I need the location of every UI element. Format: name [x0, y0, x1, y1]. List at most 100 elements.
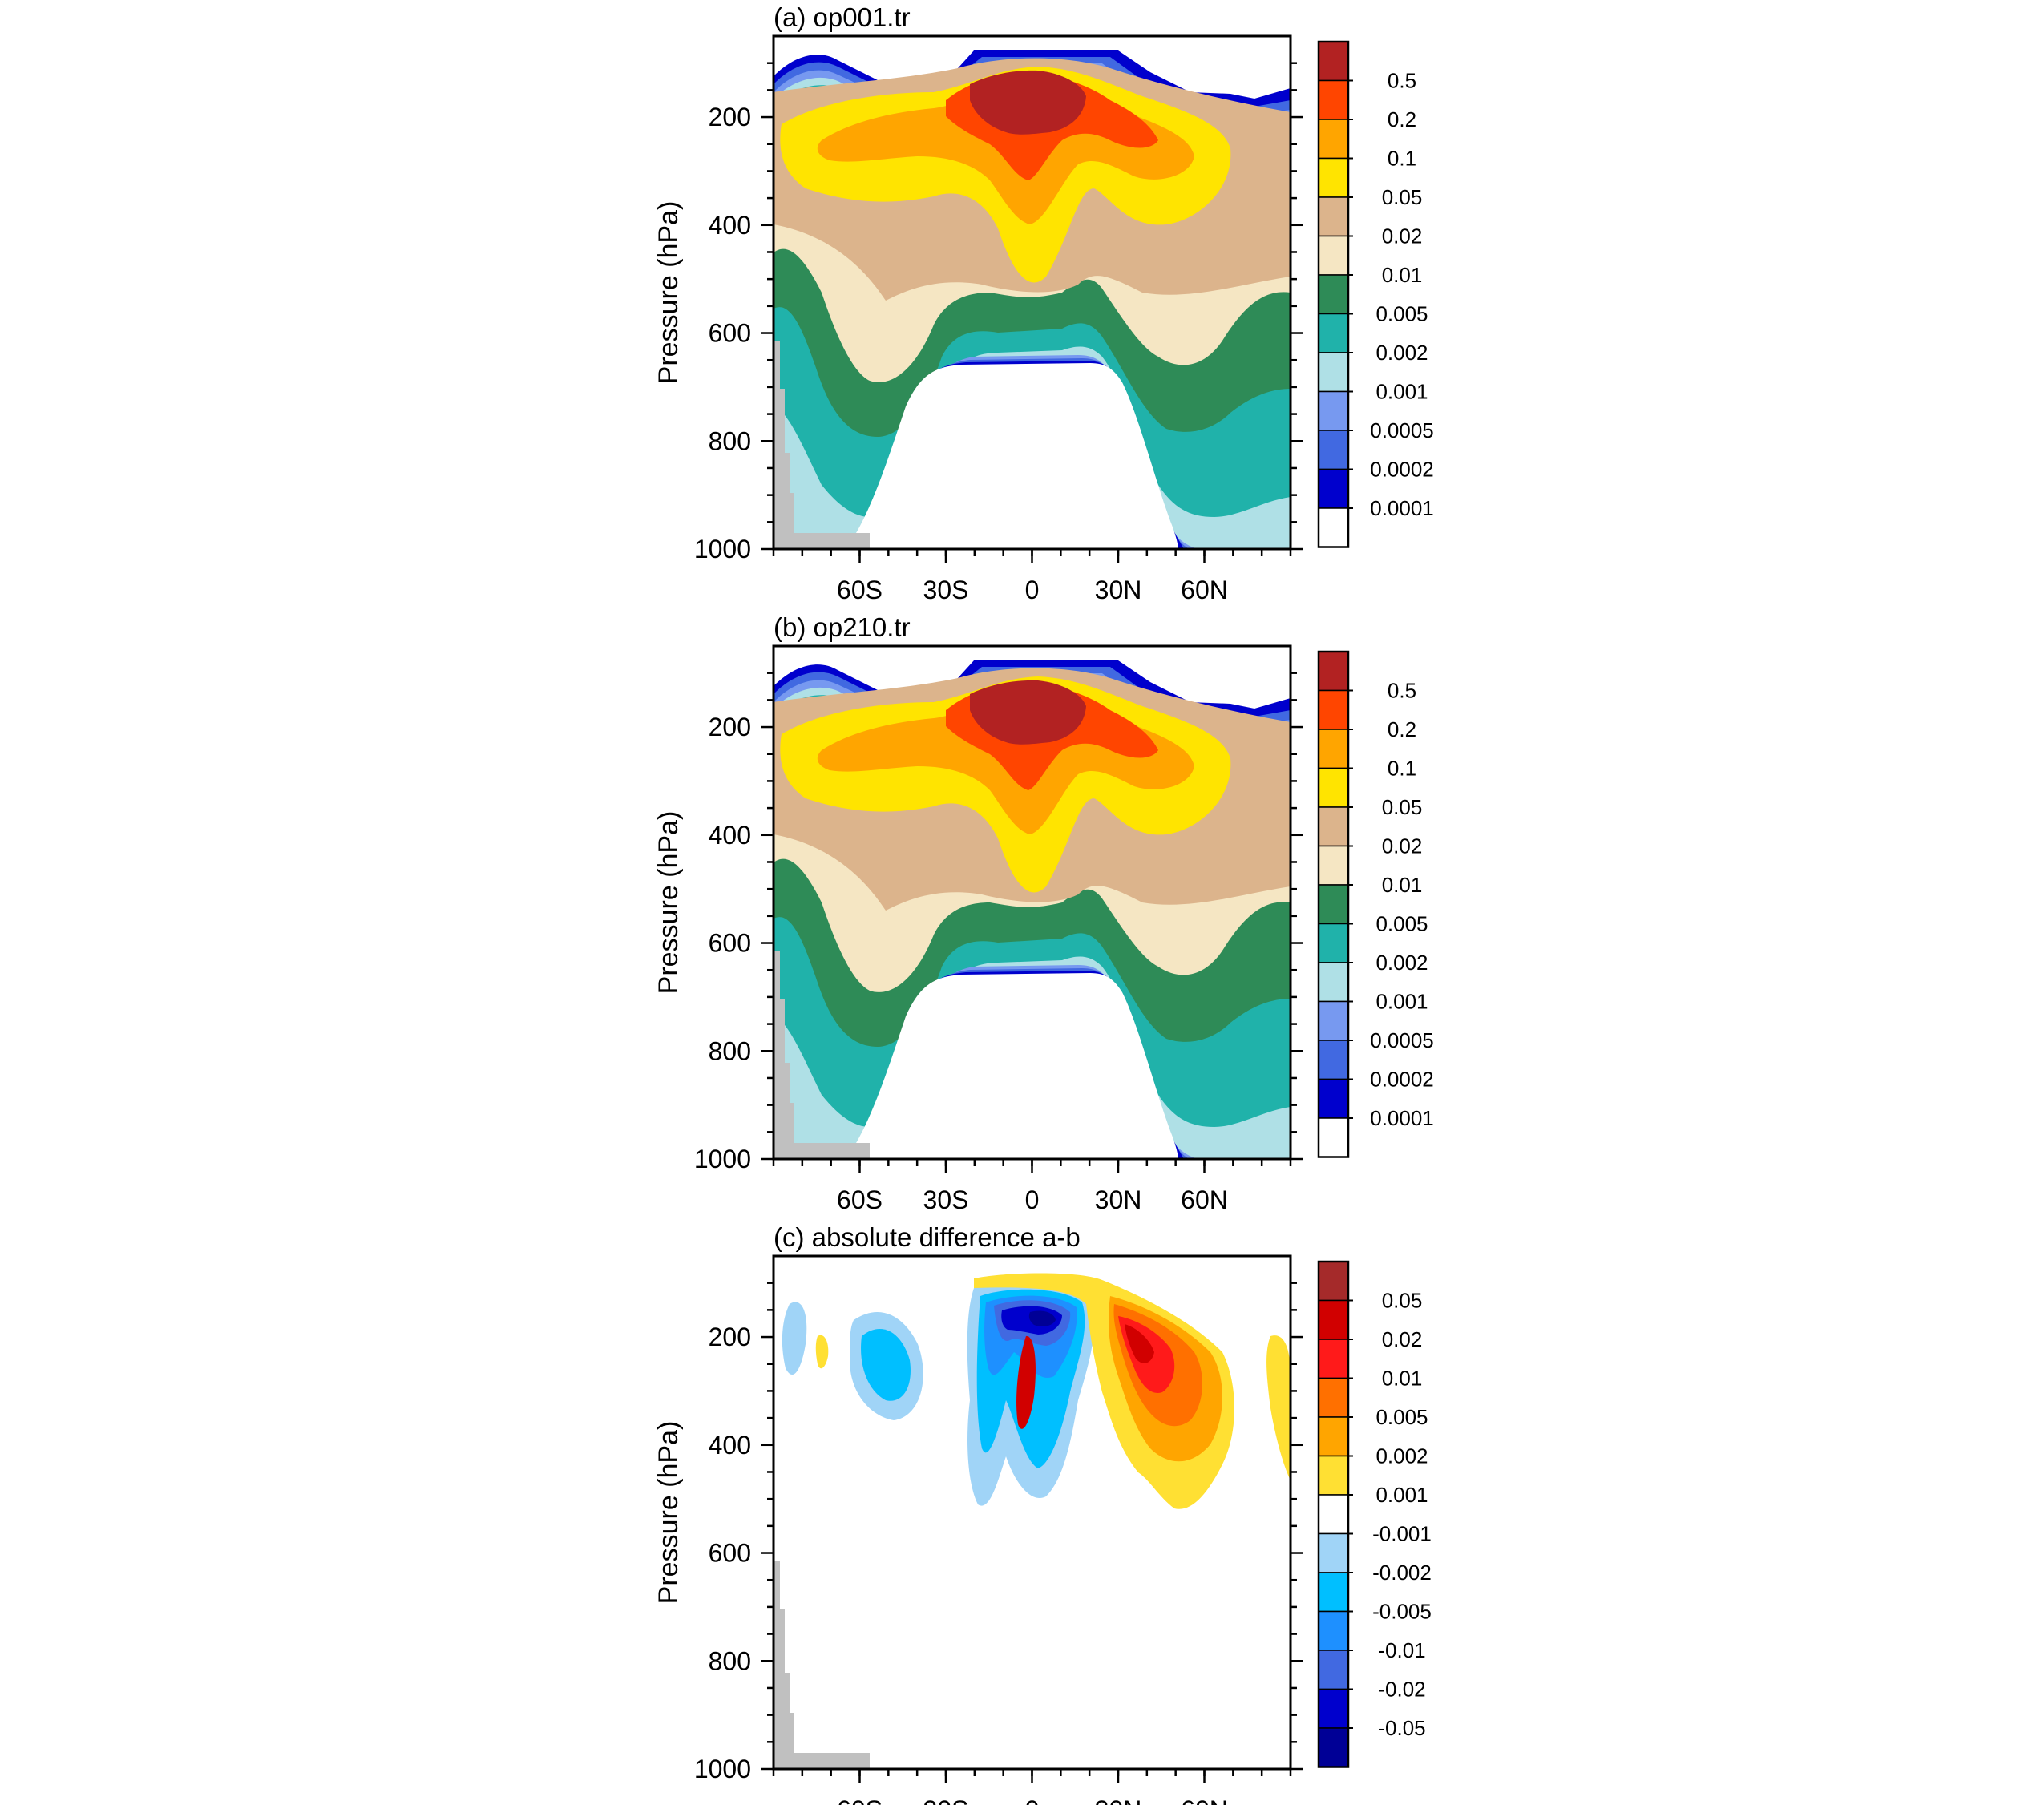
colorbar-swatch: [1318, 767, 1349, 808]
colorbar-swatch: [1318, 157, 1349, 198]
colorbar-swatch: [1318, 119, 1349, 160]
colorbar-label: 0.0002: [1370, 458, 1434, 482]
colorbar-label: 0.005: [1375, 912, 1428, 936]
colorbar-swatch: [1318, 845, 1349, 886]
colorbar-swatch: [1318, 1078, 1349, 1119]
colorbar-label: 0.002: [1375, 1444, 1428, 1468]
colorbar-swatch: [1318, 689, 1349, 730]
y-tick-label: 200: [709, 1322, 751, 1351]
colorbar-swatch: [1318, 468, 1349, 509]
colorbar-swatch: [1318, 235, 1349, 276]
x-tick-label: 30S: [923, 1185, 969, 1214]
colorbar-swatch: [1318, 1299, 1349, 1340]
panel-title: (a) op001.tr: [774, 2, 911, 32]
y-tick-label: 800: [709, 1646, 751, 1675]
colorbar-label: 0.001: [1375, 990, 1428, 1014]
colorbar-swatch: [1318, 1339, 1349, 1379]
y-axis-label: Pressure (hPa): [653, 811, 684, 995]
colorbar-swatch: [1318, 1261, 1349, 1302]
x-tick-label: 60N: [1181, 575, 1228, 604]
colorbar-swatch: [1318, 1688, 1349, 1729]
colorbar-swatch: [1318, 1494, 1349, 1535]
x-tick-label: 60N: [1181, 1185, 1228, 1214]
colorbar-label: 0.5: [1388, 679, 1416, 703]
colorbar-swatch: [1318, 884, 1349, 925]
y-tick-label: 1000: [694, 1145, 751, 1173]
diff-level-neg-0.002: [861, 1329, 911, 1401]
colorbar-label: -0.001: [1372, 1522, 1432, 1546]
colorbar-label: 0.05: [1382, 185, 1423, 209]
diff-level-0.02: [1125, 1324, 1154, 1363]
x-tick-label: 0: [1025, 1795, 1040, 1805]
colorbar-label: -0.01: [1378, 1638, 1425, 1662]
colorbar-swatch: [1318, 79, 1349, 120]
x-tick-label: 60N: [1181, 1795, 1228, 1805]
colorbar-label: 0.01: [1382, 1367, 1423, 1391]
colorbar-label: 0.02: [1382, 1327, 1423, 1351]
below-min-region: [846, 973, 1178, 1159]
colorbar-label: -0.005: [1372, 1600, 1432, 1624]
colorbar-label: 0.0002: [1370, 1068, 1434, 1092]
colorbar-label: 0.0001: [1370, 496, 1434, 520]
colorbar-label: 0.0005: [1370, 1028, 1434, 1052]
colorbar-swatch: [1318, 1532, 1349, 1573]
y-axis-label: Pressure (hPa): [653, 201, 684, 385]
colorbar-swatch: [1318, 1000, 1349, 1041]
y-tick-label: 1000: [694, 535, 751, 563]
colorbar-label: 0.0005: [1370, 418, 1434, 442]
panel-c: 200 400 600 800 1000 60S 30S 0 30N 60N Pressure (h…: [653, 1222, 1432, 1805]
colorbar-label: 0.1: [1388, 147, 1416, 171]
y-tick-label: 400: [709, 211, 751, 240]
colorbar-label: 0.01: [1382, 263, 1423, 287]
colorbar-label: -0.02: [1378, 1678, 1425, 1702]
diff-level-0.001: [1266, 1335, 1291, 1480]
colorbar-label: 0.005: [1375, 302, 1428, 326]
missing-data-region: [774, 1561, 870, 1769]
x-tick-label: 30N: [1095, 1795, 1142, 1805]
colorbar-swatch: [1318, 352, 1349, 393]
colorbar-label: 0.1: [1388, 757, 1416, 781]
colorbar-label: 0.002: [1375, 951, 1428, 975]
colorbar-label: 0.02: [1382, 224, 1423, 248]
colorbar-label: 0.05: [1382, 1289, 1423, 1313]
colorbar-label: 0.2: [1388, 717, 1416, 741]
colorbar-swatch: [1318, 651, 1349, 692]
y-tick-label: 400: [709, 821, 751, 850]
contour-level-0.5: [970, 680, 1086, 745]
panel-title: (b) op210.tr: [774, 612, 911, 642]
colorbar-swatch: [1318, 41, 1349, 82]
colorbar-swatch: [1318, 923, 1349, 963]
colorbar-label: 0.01: [1382, 873, 1423, 897]
y-tick-label: 200: [709, 103, 751, 131]
colorbar-label: 0.0001: [1370, 1106, 1434, 1130]
colorbar-swatch: [1318, 962, 1349, 1003]
colorbar-swatch: [1318, 430, 1349, 470]
panel-a: 200 400 600 800 1000 60S 30S 0 30N 60N Pressure (h…: [653, 2, 1434, 604]
panel-b: 200 400 600 800 1000 60S 30S 0 30N 60N Pressure (h…: [653, 612, 1434, 1214]
colorbar-label: -0.002: [1372, 1561, 1432, 1585]
y-tick-label: 600: [709, 319, 751, 348]
colorbar-swatch: [1318, 1117, 1349, 1158]
colorbar-label: 0.05: [1382, 795, 1423, 819]
colorbar-swatch: [1318, 274, 1349, 315]
colorbar-frame: [1317, 40, 1350, 548]
colorbar-swatch: [1318, 1416, 1349, 1457]
x-tick-label: 60S: [837, 1795, 883, 1805]
below-min-region: [846, 363, 1178, 549]
y-tick-label: 1000: [694, 1755, 751, 1783]
missing-data-region: [774, 951, 870, 1159]
contour-level-0.5: [970, 70, 1086, 135]
colorbar-label: -0.05: [1378, 1716, 1425, 1740]
y-tick-label: 800: [709, 1036, 751, 1065]
colorbar-frame: [1317, 1260, 1350, 1768]
colorbar-label: 0.001: [1375, 1483, 1428, 1507]
colorbar-swatch: [1318, 1377, 1349, 1418]
x-tick-label: 30N: [1095, 575, 1142, 604]
colorbar-swatch: [1318, 806, 1349, 847]
colorbar-label: 0.2: [1388, 107, 1416, 131]
missing-data-region: [774, 341, 870, 549]
colorbar-label: 0.001: [1375, 380, 1428, 404]
y-tick-label: 600: [709, 929, 751, 958]
y-tick-label: 200: [709, 713, 751, 741]
